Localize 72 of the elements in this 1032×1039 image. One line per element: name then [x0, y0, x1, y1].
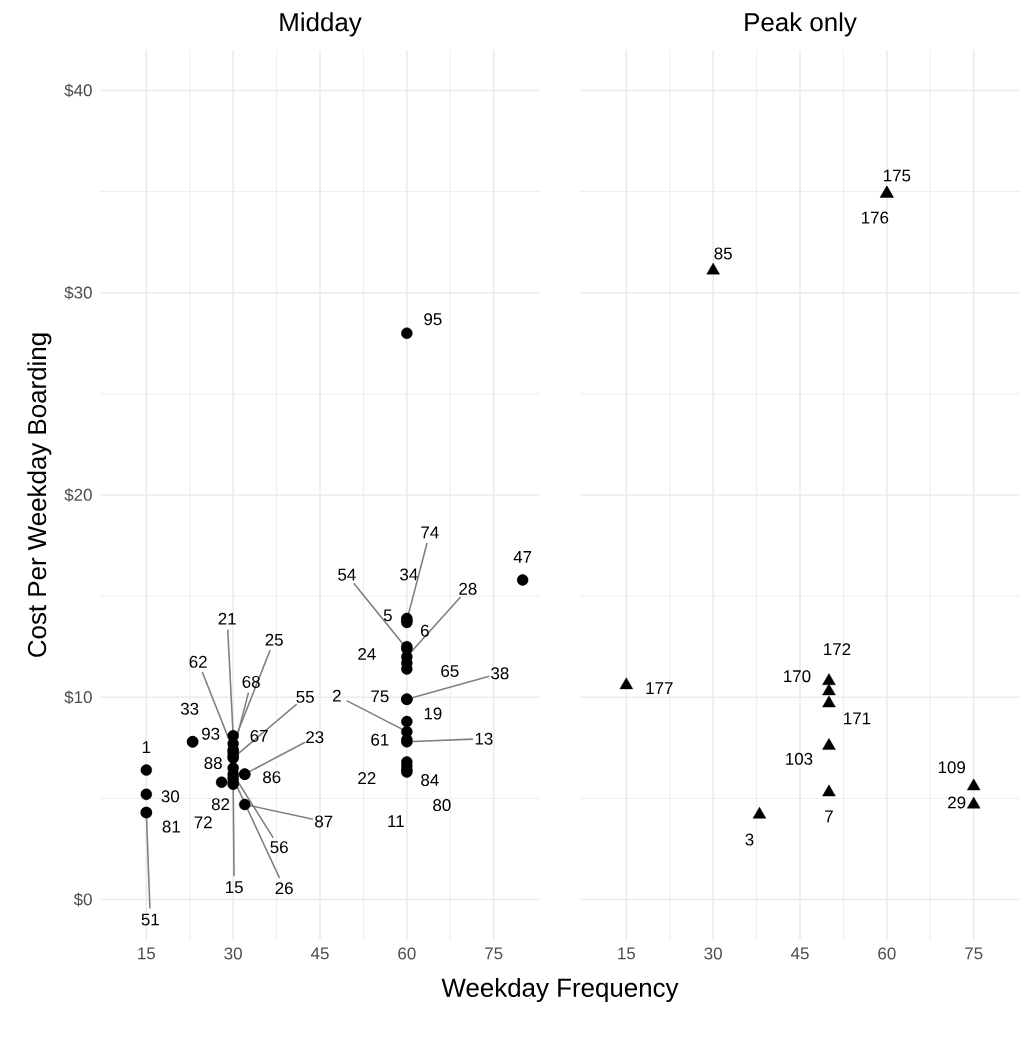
annotation: 103 [786, 752, 813, 765]
chart-title: Midday [280, 12, 362, 37]
x-axis-title: Weekday Frequency [441, 977, 679, 1003]
annotation: 26 [275, 882, 293, 895]
annotation: 55 [296, 691, 314, 703]
annotation: 23 [306, 731, 324, 744]
x-tick-label: 60 [878, 947, 896, 960]
annotation: 86 [263, 771, 281, 784]
annotation: 84 [421, 774, 439, 787]
y-tick-label: $10 [64, 690, 92, 705]
annotation: 171 [844, 712, 871, 725]
annotation: 47 [513, 551, 532, 563]
annotation: 93 [202, 727, 220, 740]
annotation: 109 [938, 761, 966, 774]
y-tick-label: $20 [64, 488, 92, 502]
annotation: 67 [250, 729, 268, 742]
annotation: 19 [424, 707, 442, 720]
annotation: 172 [824, 643, 851, 655]
x-tick-label: 30 [224, 947, 242, 960]
x-tick-label: 45 [790, 947, 809, 960]
annotation: 38 [491, 667, 509, 680]
annotation: 82 [211, 798, 230, 811]
y-tick-label: $30 [64, 285, 92, 300]
annotation: 3 [745, 833, 754, 846]
annotation: 25 [265, 633, 283, 646]
annotation: 6 [420, 624, 429, 637]
x-tick-label: 15 [138, 947, 156, 960]
annotation: 51 [141, 913, 159, 926]
annotation: 81 [162, 820, 180, 833]
x-tick-label: 15 [618, 947, 636, 960]
annotation: 85 [714, 247, 732, 260]
annotation: 1 [142, 741, 151, 753]
y-axis-title: Cost Per Weekday Boarding [27, 333, 52, 657]
annotation: 72 [194, 816, 212, 829]
y-tick-label: $40 [64, 83, 92, 98]
annotation: 15 [226, 881, 243, 894]
annotation: 87 [315, 815, 333, 828]
annotation: 33 [180, 702, 199, 715]
annotation: 62 [189, 655, 207, 668]
annotation: 75 [371, 690, 389, 703]
annotation: 5 [383, 609, 392, 622]
annotation: 175 [884, 169, 911, 182]
x-tick-label: 75 [965, 947, 983, 960]
annotation: 95 [424, 313, 442, 326]
annotation: 80 [433, 799, 451, 812]
annotation: 74 [421, 526, 439, 539]
annotation: 61 [371, 733, 389, 746]
annotation: 11 [388, 815, 404, 827]
annotation: 13 [475, 732, 493, 745]
annotation: 29 [948, 796, 966, 809]
annotation: 7 [825, 810, 833, 823]
annotation: 34 [400, 568, 418, 581]
annotation: 28 [459, 582, 477, 595]
x-tick-label: 60 [398, 947, 416, 960]
chart-title: Peak only [745, 12, 857, 37]
annotation: 54 [338, 568, 356, 581]
annotation: 22 [358, 772, 376, 784]
annotation: 170 [784, 670, 811, 683]
annotation: 65 [441, 664, 459, 677]
annotation: 88 [204, 757, 222, 770]
x-tick-label: 75 [485, 947, 503, 960]
annotation: 24 [358, 647, 376, 660]
annotation: 2 [332, 689, 341, 702]
annotation: 177 [646, 682, 673, 694]
annotation: 68 [242, 675, 260, 688]
annotation: 56 [270, 841, 288, 854]
annotation: 176 [862, 211, 889, 224]
x-tick-label: 30 [704, 947, 722, 960]
annotation: 30 [161, 790, 180, 803]
y-tick-label: $0 [73, 892, 92, 907]
x-tick-label: 45 [310, 947, 329, 960]
annotation: 21 [218, 612, 236, 625]
